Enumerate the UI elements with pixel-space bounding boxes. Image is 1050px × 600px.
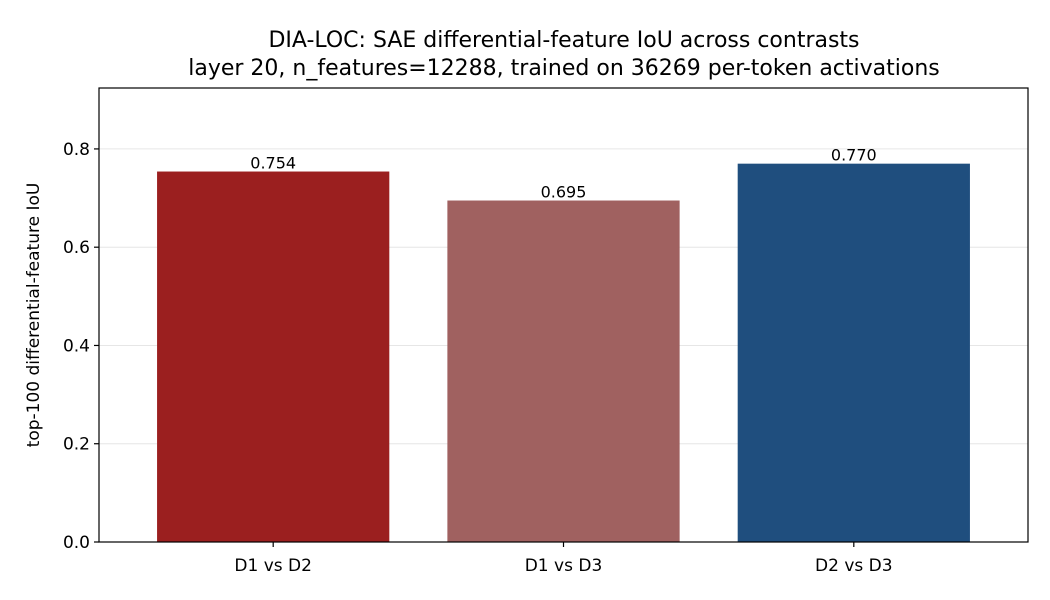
x-tick-label: D2 vs D3 [815,556,893,576]
bar [737,163,970,542]
y-tick-label: 0.6 [63,238,90,258]
x-tick-label: D1 vs D2 [234,556,312,576]
chart-title: DIA-LOC: SAE differential-feature IoU ac… [268,28,859,53]
y-tick-label: 0.8 [63,140,90,160]
chart-subtitle: layer 20, n_features=12288, trained on 3… [188,56,940,81]
bar [447,200,680,542]
x-axis-ticks: D1 vs D2 D1 vs D3 D2 vs D3 [234,542,893,576]
y-axis-label: top-100 differential-feature IoU [24,183,44,448]
bar-value-label: 0.695 [541,183,587,202]
bar-value-label: 0.754 [250,154,296,173]
bar-value-label: 0.770 [831,146,877,165]
y-tick-label: 0.2 [63,435,90,455]
y-tick-label: 0.0 [63,533,90,553]
bar [157,171,390,542]
x-tick-label: D1 vs D3 [525,556,603,576]
y-tick-label: 0.4 [63,336,90,356]
bars [157,163,970,542]
y-axis-ticks: 0.0 0.2 0.4 0.6 0.8 [63,140,99,553]
data-labels: 0.754 0.695 0.770 [250,146,876,202]
